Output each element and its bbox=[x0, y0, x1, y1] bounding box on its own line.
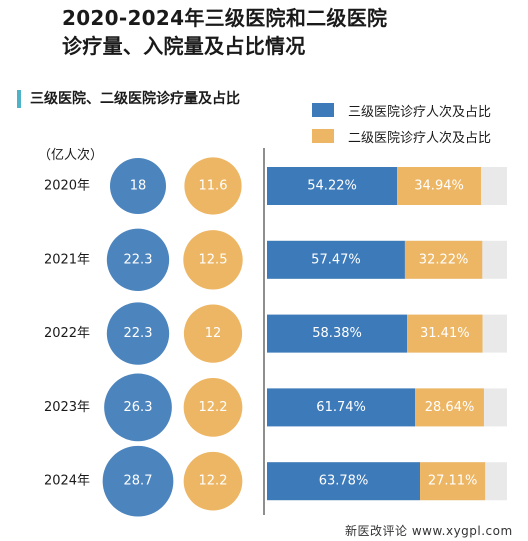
tertiary-volume-bubble-2 bbox=[106, 302, 170, 365]
tertiary-volume-label-2: 22.3 bbox=[124, 326, 153, 341]
chart-title: 2020-2024年三级医院和二级医院 诊疗量、入院量及占比情况 bbox=[62, 4, 387, 60]
tertiary-share-label-1: 57.47% bbox=[311, 252, 361, 267]
secondary-share-label-0: 34.94% bbox=[414, 179, 464, 194]
secondary-volume-label-2: 12 bbox=[205, 326, 222, 341]
secondary-share-label-3: 28.64% bbox=[425, 400, 475, 415]
unit-label: （亿人次） bbox=[38, 148, 104, 163]
tertiary-share-label-2: 58.38% bbox=[312, 326, 362, 341]
secondary-volume-bubble-3 bbox=[183, 378, 243, 437]
secondary-share-bar-0 bbox=[397, 167, 481, 205]
legend: 三级医院诊疗人次及占比 二级医院诊疗人次及占比 bbox=[312, 100, 491, 152]
tertiary-volume-label-4: 28.7 bbox=[124, 474, 153, 489]
section-accent-bar bbox=[17, 90, 21, 108]
secondary-share-label-1: 32.22% bbox=[419, 252, 469, 267]
tertiary-volume-bubble-3 bbox=[104, 373, 172, 442]
secondary-share-bar-2 bbox=[407, 314, 483, 353]
secondary-share-bar-1 bbox=[404, 240, 483, 279]
tertiary-share-bar-0 bbox=[267, 167, 398, 205]
secondary-volume-label-3: 12.2 bbox=[199, 400, 228, 415]
section-title: 三级医院、二级医院诊疗量及占比 bbox=[30, 91, 240, 107]
legend-swatch-secondary bbox=[312, 129, 334, 143]
footer-watermark: 新医改评论 www.xygpl.com bbox=[345, 524, 513, 538]
secondary-volume-label-1: 12.5 bbox=[199, 252, 228, 267]
secondary-volume-bubble-0 bbox=[184, 157, 242, 215]
tertiary-volume-bubble-0 bbox=[109, 157, 167, 215]
legend-item-tertiary: 三级医院诊疗人次及占比 bbox=[312, 100, 491, 120]
tertiary-share-label-4: 63.78% bbox=[319, 474, 369, 489]
secondary-volume-bubble-4 bbox=[183, 451, 243, 511]
legend-label-tertiary: 三级医院诊疗人次及占比 bbox=[348, 104, 492, 120]
tertiary-share-bar-4 bbox=[267, 462, 421, 501]
category-label-1: 2021年 bbox=[44, 252, 90, 267]
secondary-share-label-4: 27.11% bbox=[428, 474, 478, 489]
category-label-3: 2023年 bbox=[44, 400, 90, 415]
tertiary-share-bar-2 bbox=[267, 314, 408, 353]
tertiary-volume-label-0: 18 bbox=[130, 179, 147, 194]
tertiary-share-label-0: 54.22% bbox=[307, 179, 357, 194]
tertiary-volume-bubble-4 bbox=[102, 445, 174, 517]
chart-title-line-1: 2020-2024年三级医院和二级医院 bbox=[62, 6, 388, 30]
legend-swatch-tertiary bbox=[312, 103, 334, 117]
secondary-share-bar-3 bbox=[415, 388, 484, 427]
secondary-share-bar-4 bbox=[420, 462, 486, 501]
tertiary-share-bar-3 bbox=[267, 388, 416, 427]
chart-title-line-2: 诊疗量、入院量及占比情况 bbox=[62, 34, 306, 58]
tertiary-volume-label-1: 22.3 bbox=[124, 252, 153, 267]
tertiary-share-label-3: 61.74% bbox=[316, 400, 366, 415]
secondary-share-label-2: 31.41% bbox=[420, 326, 470, 341]
tertiary-share-bar-1 bbox=[267, 240, 405, 279]
category-label-2: 2022年 bbox=[44, 326, 90, 341]
tertiary-volume-bubble-1 bbox=[106, 228, 170, 291]
tertiary-volume-label-3: 26.3 bbox=[124, 400, 153, 415]
category-label-4: 2024年 bbox=[44, 474, 90, 489]
category-label-0: 2020年 bbox=[44, 179, 90, 194]
legend-label-secondary: 二级医院诊疗人次及占比 bbox=[348, 130, 492, 146]
secondary-volume-label-0: 11.6 bbox=[199, 179, 228, 194]
secondary-volume-label-4: 12.2 bbox=[199, 474, 228, 489]
secondary-volume-bubble-2 bbox=[183, 304, 243, 363]
secondary-volume-bubble-1 bbox=[183, 230, 243, 290]
legend-item-secondary: 二级医院诊疗人次及占比 bbox=[312, 126, 491, 146]
